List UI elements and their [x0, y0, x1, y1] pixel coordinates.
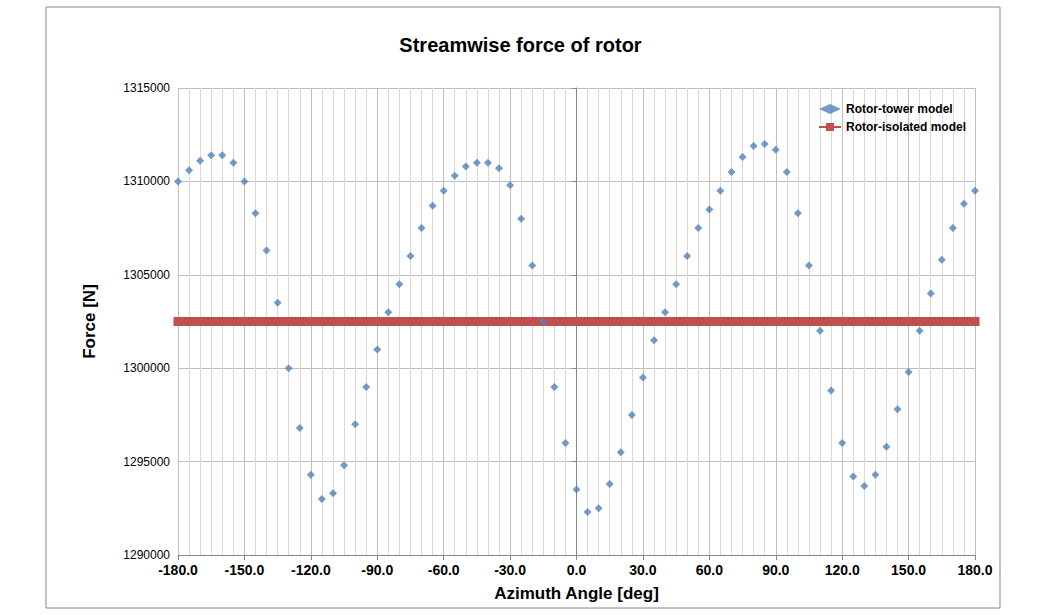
svg-text:1295000: 1295000 — [123, 455, 170, 469]
svg-text:1305000: 1305000 — [123, 268, 170, 282]
svg-text:1310000: 1310000 — [123, 174, 170, 188]
svg-text:1300000: 1300000 — [123, 361, 170, 375]
svg-text:-120.0: -120.0 — [291, 562, 331, 578]
svg-text:90.0: 90.0 — [762, 562, 789, 578]
svg-text:60.0: 60.0 — [696, 562, 723, 578]
svg-text:0.0: 0.0 — [567, 562, 587, 578]
svg-text:Azimuth Angle [deg]: Azimuth Angle [deg] — [494, 584, 659, 603]
svg-text:-150.0: -150.0 — [225, 562, 265, 578]
svg-text:Streamwise force of rotor: Streamwise force of rotor — [399, 34, 642, 56]
svg-text:Force [N]: Force [N] — [80, 284, 99, 359]
svg-text:120.0: 120.0 — [825, 562, 860, 578]
svg-text:-90.0: -90.0 — [361, 562, 393, 578]
svg-text:-180.0: -180.0 — [158, 562, 198, 578]
svg-text:30.0: 30.0 — [629, 562, 656, 578]
svg-text:180.0: 180.0 — [957, 562, 992, 578]
svg-text:-60.0: -60.0 — [428, 562, 460, 578]
svg-text:-30.0: -30.0 — [494, 562, 526, 578]
svg-text:Rotor-isolated model: Rotor-isolated model — [846, 120, 966, 134]
svg-text:1290000: 1290000 — [123, 548, 170, 562]
svg-text:150.0: 150.0 — [891, 562, 926, 578]
svg-text:Rotor-tower model: Rotor-tower model — [846, 102, 953, 116]
svg-text:1315000: 1315000 — [123, 81, 170, 95]
